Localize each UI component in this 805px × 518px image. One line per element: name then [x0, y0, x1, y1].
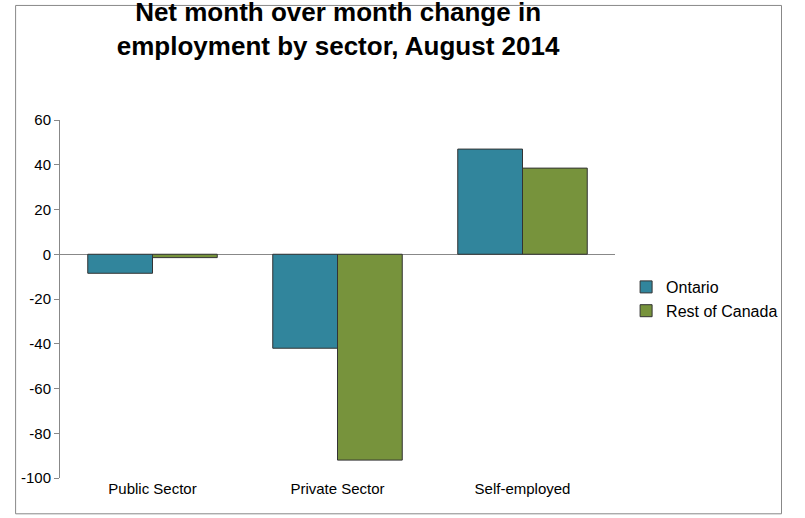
svg-text:0: 0 — [43, 246, 51, 263]
svg-text:-80: -80 — [29, 425, 51, 442]
svg-text:-100: -100 — [21, 469, 51, 486]
svg-text:40: 40 — [34, 156, 51, 173]
svg-text:60: 60 — [34, 111, 51, 128]
svg-text:Net month over month change in: Net month over month change inemployment… — [117, 0, 560, 61]
svg-text:20: 20 — [34, 201, 51, 218]
svg-text:Self-employed: Self-employed — [475, 480, 571, 497]
svg-text:Rest of Canada: Rest of Canada — [666, 303, 777, 320]
svg-text:Private Sector: Private Sector — [290, 480, 384, 497]
svg-text:Ontario: Ontario — [666, 279, 719, 296]
svg-text:-40: -40 — [29, 335, 51, 352]
svg-text:Public Sector: Public Sector — [108, 480, 196, 497]
svg-text:-20: -20 — [29, 290, 51, 307]
svg-text:-60: -60 — [29, 380, 51, 397]
